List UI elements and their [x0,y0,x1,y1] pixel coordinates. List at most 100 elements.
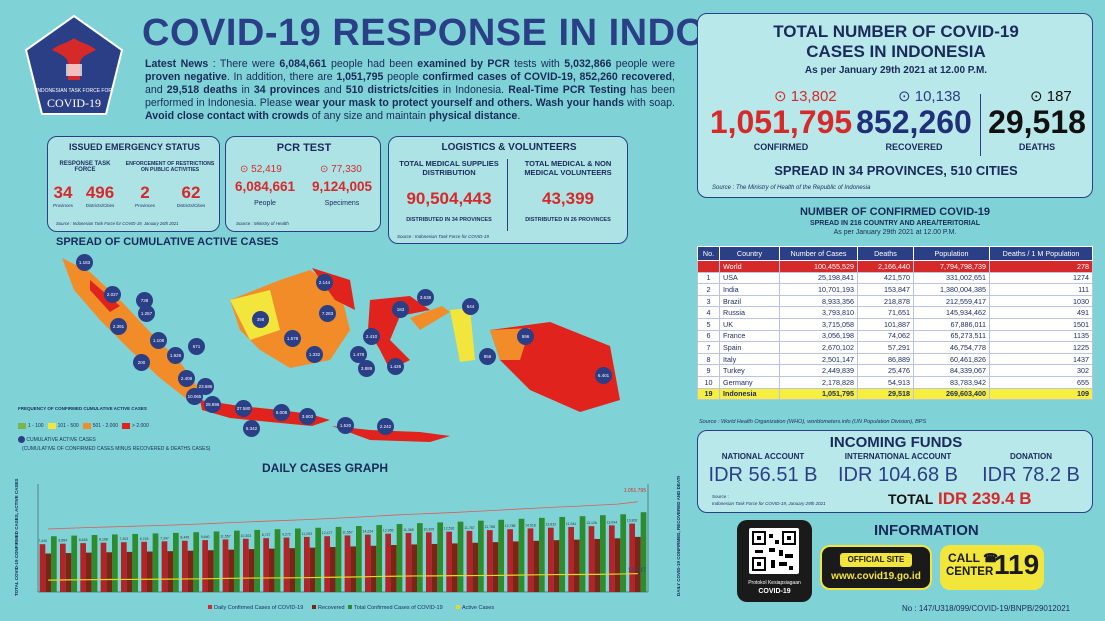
official-site-url: www.covid19.go.id [831,571,921,582]
pcr-specimen-increase: ⊙ 77,330 [320,164,362,175]
tf-districts-label: Districts/Cities [85,203,115,208]
bar-value-label: 12,477 [322,531,333,535]
bar-total-confirmed [71,535,78,592]
active-case-bubble: 738 [136,292,153,309]
cell-cases: 25,198,841 [779,271,858,285]
bar-daily-confirmed [181,540,188,592]
emergency-status-panel: ISSUED EMERGENCY STATUS RESPONSE TASK FO… [47,136,220,232]
confirmed-total: 1,051,795 [709,104,853,140]
cell-deaths: 421,570 [857,271,914,285]
bar-daily-confirmed [80,543,86,592]
bar-recovered [634,536,641,592]
cell-dpm: 1501 [989,317,1093,331]
java-shape [200,400,330,426]
bar-recovered [431,543,438,592]
cell-pop: 331,002,651 [913,271,990,285]
bar-daily-confirmed [405,532,412,592]
call-center-button[interactable]: CALL ☎ CENTER 119 [940,545,1044,590]
bar-recovered [228,549,235,592]
circle-legend-note: (CUMULATIVE OF CONFIRMED CASES MINUS REC… [22,446,211,452]
cell-cases: 3,715,058 [779,317,858,331]
cell-cases: 3,056,198 [779,329,858,343]
confirmed-increase: ⊙ 13,802 [774,88,837,105]
bar-recovered [533,540,540,592]
active-case-bubble: 1.926 [167,347,184,364]
cell-no: 9 [697,364,720,377]
cell-country: UK [719,317,780,331]
bar-total-confirmed [600,515,606,592]
circle-legend: CUMULATIVE ACTIVE CASES [18,436,96,443]
chart-title: DAILY CASES GRAPH [262,461,389,475]
pcr-people-increase: ⊙ 52,419 [240,164,282,175]
bar-total-confirmed [91,534,98,592]
task-force-logo: INDONESIAN TASK FORCE FOR COVID-19 [22,14,126,118]
cell-no: 1 [697,271,720,285]
bar-recovered [329,547,336,592]
cell-dpm: 1437 [989,352,1093,366]
volunteers-note: DISTRIBUTED IN 26 PROVINCES [525,217,611,223]
bar-value-label: 11,787 [464,526,474,530]
official-site-link[interactable]: OFFICIAL SITE www.covid19.go.id [820,545,932,590]
cell-no: 4 [697,306,720,319]
medical-supplies-note: DISTRIBUTED IN 34 PROVINCES [406,217,492,223]
enforcement-label: ENFORCEMENT OF RESTRICTIONS ON PUBLIC AC… [125,161,215,173]
divider [507,159,508,231]
donation-label: DONATION [1009,452,1053,461]
donation-value: IDR 78.2 B [982,464,1080,486]
table-row: 10 Germany 2,178,828 54,913 83,783,942 655 [697,375,1093,389]
arrow-up-icon: ⊙ [240,164,249,175]
active-case-bubble: 1.332 [306,346,323,363]
active-case-bubble: 28.896 [204,396,221,413]
volunteers-label: TOTAL MEDICAL & NON MEDICAL VOLUNTEERS [524,159,612,177]
active-case-bubble: 3.638 [417,289,434,306]
funds-total-value: IDR 239.4 B [938,489,1032,508]
table-row: 3 Brazil 8,933,356 218,878 212,559,417 1030 [697,294,1093,308]
countries-subtitle: SPREAD IN 216 COUNTRY AND AREA/TERITORIA… [809,220,981,227]
cell-country: France [719,329,780,343]
bar-recovered [65,553,72,592]
cell-pop: 83,783,942 [913,375,990,389]
active-case-bubble: 2.410 [363,328,380,345]
active-case-bubble: 2.391 [110,318,127,335]
line-active-cases [48,573,638,581]
bar-recovered [594,538,601,592]
annotation-total: 1.051.795 [624,488,646,494]
active-case-bubble: 596 [517,328,534,345]
legend-item: > 2.000 [122,423,149,429]
cell-deaths: 57,291 [857,341,914,354]
cell-no: 5 [697,317,720,331]
international-account-value: IDR 104.68 B [837,464,959,486]
chart-legend-label: Total Confirmed Cases of COVID-19 [354,605,443,611]
cell-dpm: 111 [989,283,1093,296]
tf-districts-value: 496 [85,183,115,202]
active-case-bubble: 1.183 [76,254,93,271]
total-source: Source : The Ministry of Health of the R… [712,185,871,191]
cell-pop: 60,461,826 [913,352,990,366]
enf-districts-value: 62 [181,183,201,202]
call-number: 119 [994,549,1040,580]
deaths-total: 29,518 [988,104,1086,140]
qr-card[interactable]: Protokol Kesiapsiagaan COVID-19 [737,520,812,602]
line-total-confirmed [48,501,638,530]
legend-item: 501 - 2.000 [82,423,118,429]
active-case-bubble: 37.580 [235,400,252,417]
divider [980,94,981,156]
cell-dpm: 109 [989,387,1093,401]
information-title: INFORMATION [874,522,979,539]
bar-value-label: 14,224 [362,530,373,534]
table-row: 6 France 3,056,198 74,062 65,273,511 1135 [697,329,1093,343]
bar-daily-confirmed [59,543,66,592]
cell-cases: 100,455,529 [779,260,858,273]
pcr-title: PCR TEST [276,142,332,154]
bar-total-confirmed [356,526,362,592]
national-account-label: NATIONAL ACCOUNT [721,452,805,461]
bar-daily-confirmed [385,533,391,592]
deaths-label: DEATHS [1018,142,1056,152]
bar-daily-confirmed [120,542,127,592]
pcr-people-label: People [254,200,276,207]
active-case-bubble: 183 [392,301,409,318]
bar-value-label: 7,347 [160,536,169,540]
circle-icon [18,436,25,443]
enf-provinces-value: 2 [140,183,150,202]
cell-cases: 1,051,795 [779,387,858,401]
